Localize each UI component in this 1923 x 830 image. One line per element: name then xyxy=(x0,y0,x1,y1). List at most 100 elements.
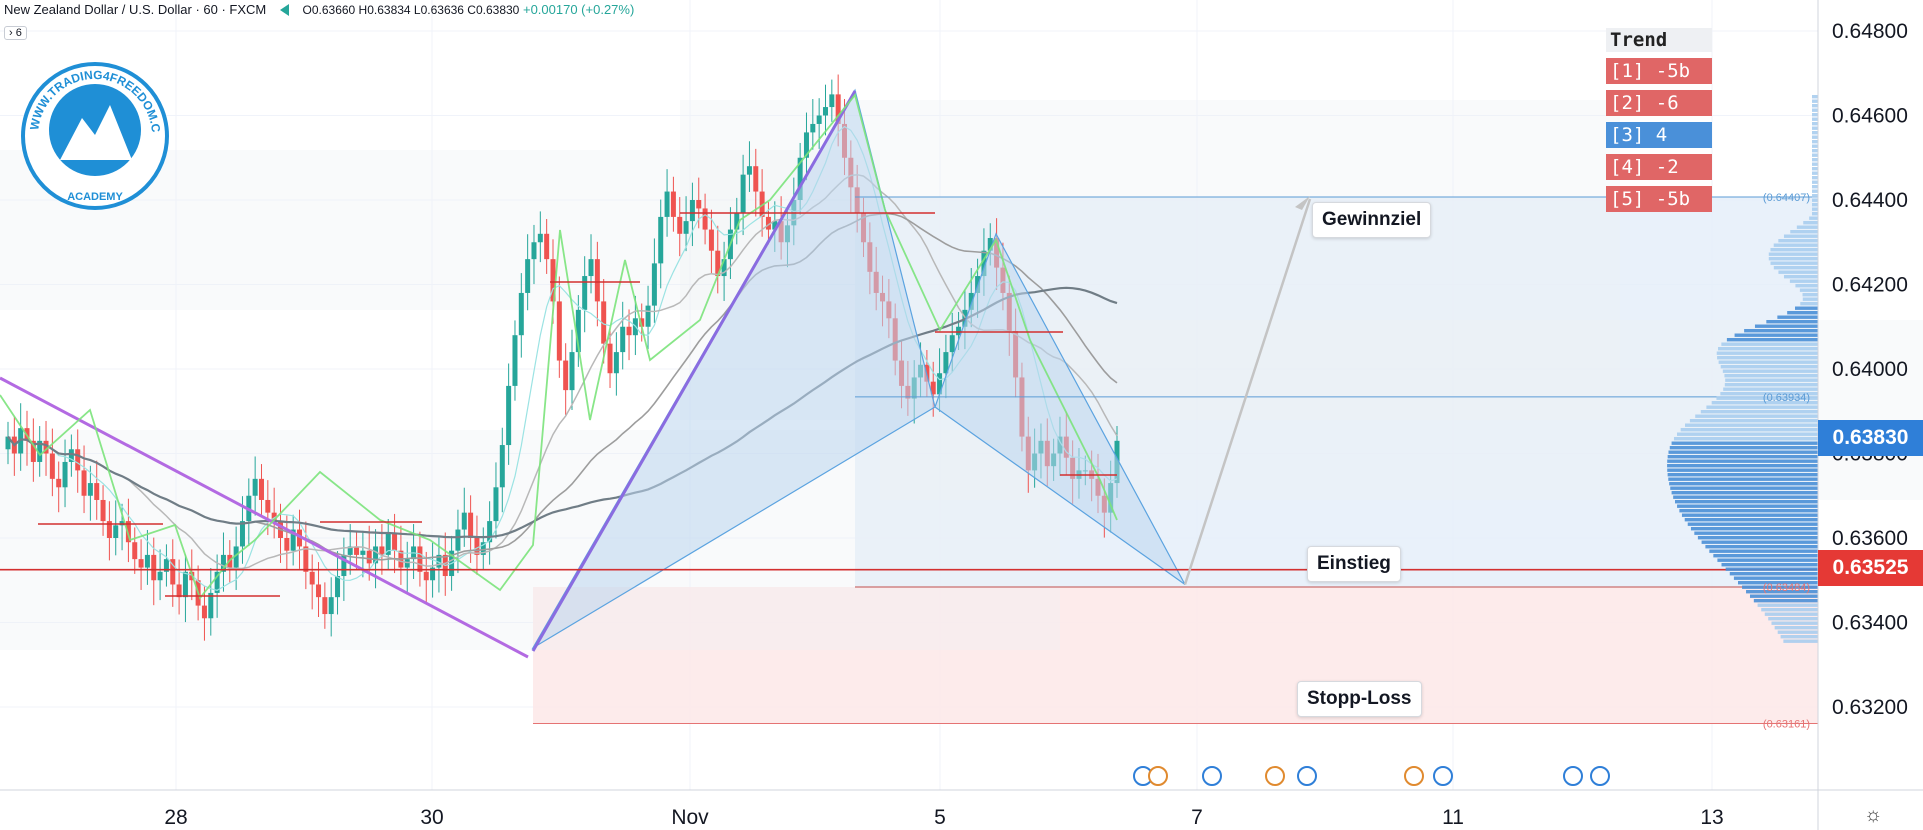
candle-body xyxy=(645,305,651,327)
target-label[interactable]: Gewinnziel xyxy=(1312,202,1432,238)
volume-bar xyxy=(1718,347,1818,351)
candle-body xyxy=(30,440,36,462)
candle-body xyxy=(829,94,835,108)
candle-body xyxy=(487,521,493,543)
candle xyxy=(214,554,220,618)
candle-body xyxy=(214,571,220,593)
candle-body xyxy=(265,499,271,513)
symbol-title[interactable]: New Zealand Dollar / U.S. Dollar · 60 · … xyxy=(4,2,267,17)
volume-bar xyxy=(1725,378,1818,382)
candle xyxy=(734,197,740,245)
volume-bar xyxy=(1700,410,1818,414)
candle-body xyxy=(689,200,695,222)
candle xyxy=(537,211,543,263)
candle xyxy=(49,428,55,497)
price-tick-label: 0.64200 xyxy=(1832,274,1908,297)
volume-bar xyxy=(1812,180,1818,184)
volume-bar xyxy=(1721,563,1818,567)
volume-bar xyxy=(1774,626,1818,630)
volume-bar xyxy=(1812,149,1818,153)
candle-body xyxy=(316,584,322,598)
volume-bar xyxy=(1722,369,1818,373)
volume-bar xyxy=(1701,540,1818,544)
volume-bar xyxy=(1725,567,1818,571)
candle-body xyxy=(43,440,49,454)
candle xyxy=(563,343,569,416)
candle xyxy=(531,224,537,285)
candle-body xyxy=(702,208,708,230)
price-tick-label: 0.64600 xyxy=(1832,105,1908,128)
volume-bar xyxy=(1812,189,1818,193)
volume-bar xyxy=(1812,113,1818,117)
candle-body xyxy=(430,567,436,581)
volume-bar xyxy=(1749,594,1818,598)
trend-row-1: [1] -5b xyxy=(1606,58,1712,84)
candle-body xyxy=(531,242,537,260)
volume-bar xyxy=(1733,576,1818,580)
volume-bar xyxy=(1676,432,1818,436)
candle xyxy=(715,225,721,294)
candle xyxy=(702,193,708,245)
candle-body xyxy=(87,483,93,496)
gear-icon[interactable]: ☼ xyxy=(1864,804,1883,826)
candle-body xyxy=(601,301,607,344)
time-tick-label: 11 xyxy=(1442,806,1464,829)
candle xyxy=(626,309,632,361)
stop-loss-label[interactable]: Stopp-Loss xyxy=(1297,681,1422,717)
candle-body xyxy=(138,559,144,568)
volume-bar xyxy=(1668,450,1818,454)
chart-header: New Zealand Dollar / U.S. Dollar · 60 · … xyxy=(4,2,634,17)
volume-bar xyxy=(1744,329,1818,333)
candle-body xyxy=(582,276,588,310)
volume-bar xyxy=(1812,95,1818,99)
volume-bar xyxy=(1783,275,1818,279)
candle-body xyxy=(436,554,442,568)
volume-bar xyxy=(1796,225,1818,229)
candle-body xyxy=(239,521,245,547)
candle xyxy=(87,465,93,521)
candle-body xyxy=(379,546,385,555)
volume-bar xyxy=(1803,221,1818,225)
volume-bar xyxy=(1716,396,1818,400)
volume-bar xyxy=(1812,171,1818,175)
volume-bar xyxy=(1673,495,1818,499)
candle xyxy=(5,421,11,465)
candle xyxy=(404,541,410,593)
volume-bar xyxy=(1809,216,1818,220)
volume-bar xyxy=(1753,599,1818,603)
candle-body xyxy=(550,259,556,302)
volume-bar xyxy=(1716,351,1818,355)
candle xyxy=(316,562,322,618)
indicators-toggle[interactable]: › 6 xyxy=(4,26,27,40)
candle-body xyxy=(113,525,119,538)
candle-body xyxy=(81,470,87,496)
candle xyxy=(822,84,828,136)
candle-body xyxy=(392,533,398,551)
candle-body xyxy=(366,550,372,564)
candle-body xyxy=(696,200,702,209)
volume-bar xyxy=(1690,527,1818,531)
candle-body xyxy=(182,571,188,598)
entry-label[interactable]: Einstieg xyxy=(1307,546,1401,582)
price-tick-label: 0.64000 xyxy=(1832,358,1908,381)
time-tick-label: 5 xyxy=(934,806,946,829)
candle-body xyxy=(56,478,62,488)
price-tick-label: 0.63400 xyxy=(1832,612,1908,635)
candle-body xyxy=(474,538,480,555)
candle-body xyxy=(252,478,258,496)
projection-arrow xyxy=(1183,198,1312,585)
candle xyxy=(62,439,68,508)
zigzag-xa xyxy=(531,90,857,652)
candle-body xyxy=(404,559,410,568)
candle-body xyxy=(385,533,391,555)
logo-subtext: ACADEMY xyxy=(67,191,123,203)
candle xyxy=(385,518,391,570)
candle xyxy=(493,462,499,539)
volume-bar xyxy=(1783,234,1818,238)
candle-body xyxy=(360,550,366,555)
volume-bar xyxy=(1800,302,1818,306)
candle xyxy=(677,197,683,257)
volume-bar xyxy=(1802,297,1818,301)
candle-body xyxy=(765,216,771,230)
